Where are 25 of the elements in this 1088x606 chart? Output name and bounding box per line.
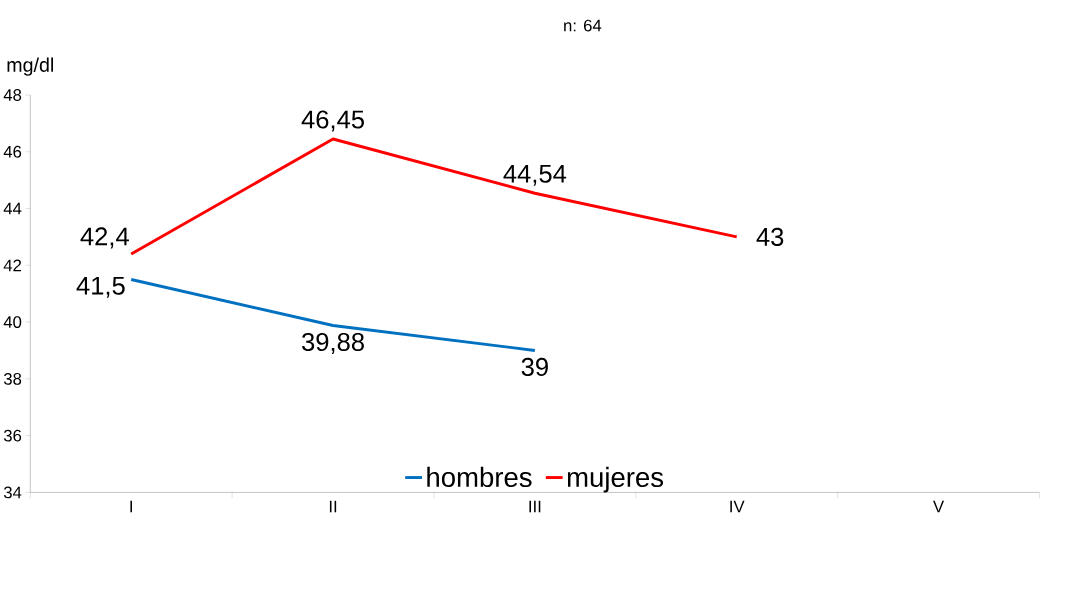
x-tick-label: III <box>529 500 541 513</box>
data-label: 42,4 <box>80 227 129 249</box>
chart-title: n: 64 <box>564 19 602 32</box>
y-tick-label: 36 <box>3 429 22 442</box>
data-label: 41,5 <box>76 276 125 298</box>
x-tick-label: I <box>130 500 132 513</box>
x-tick-label: II <box>329 500 337 513</box>
y-axis-title: mg/dl <box>7 57 53 76</box>
x-tick-label: IV <box>730 500 745 513</box>
data-label: 44,54 <box>503 164 567 186</box>
y-tick-label: 42 <box>3 259 22 272</box>
legend-label: mujeres <box>567 466 664 493</box>
y-tick-label: 48 <box>3 89 22 101</box>
data-label: 39,88 <box>302 332 364 355</box>
data-label: 39 <box>521 357 548 377</box>
legend-label: hombres <box>427 466 532 488</box>
y-tick-label: 34 <box>3 486 22 499</box>
line-series <box>129 137 739 256</box>
y-tick-label: 38 <box>3 372 22 385</box>
y-tick-label: 40 <box>3 316 22 329</box>
data-label: 43 <box>756 227 784 246</box>
y-tick-label: 46 <box>3 145 22 158</box>
y-tick-label: 44 <box>3 202 22 215</box>
x-tick-label: V <box>933 500 945 513</box>
data-label: 46,45 <box>301 110 364 132</box>
